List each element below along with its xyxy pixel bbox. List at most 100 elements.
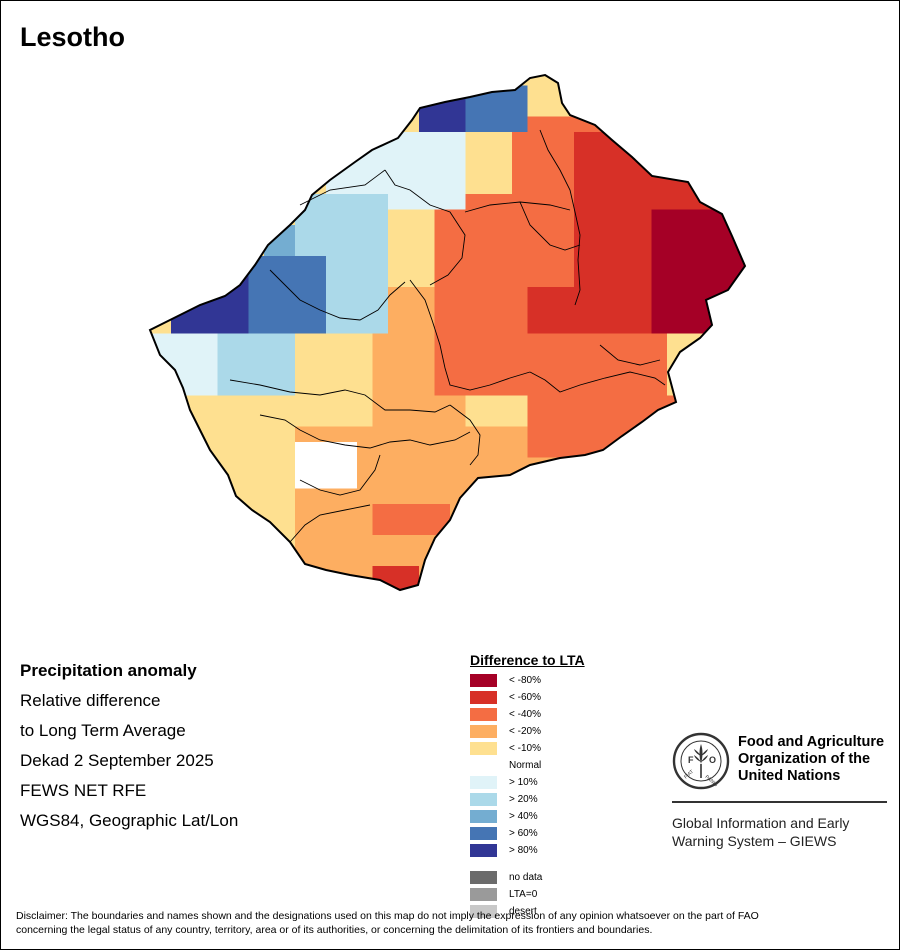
raster-cell [186,101,203,117]
raster-cell [403,75,420,86]
raster-cell [279,132,296,148]
raster-cell [481,256,497,272]
raster-cell [372,101,389,117]
raster-cell [202,550,218,567]
raster-cell [636,473,652,489]
raster-cell [605,271,621,288]
raster-cell [171,116,187,133]
raster-cell [233,178,249,195]
raster-cell [605,147,621,164]
raster-cell [217,318,234,334]
raster-cell [295,225,311,241]
raster-cell [558,473,575,489]
raster-cell [233,75,249,86]
raster-cell [372,395,389,412]
raster-cell [605,504,621,520]
raster-cell [150,395,156,412]
raster-cell [512,271,528,288]
raster-cell [310,132,327,148]
raster-cell [403,504,420,520]
raster-cell [605,116,621,133]
raster-cell [310,194,327,210]
raster-cell [403,395,420,412]
raster-cell [620,209,637,226]
raster-cell [186,225,203,241]
raster-cell [155,364,172,381]
raster-cell [217,256,234,272]
raster-cell [543,550,559,567]
raster-cell [434,550,451,567]
raster-cell [186,457,203,474]
raster-cell [496,519,513,536]
raster-cell [496,194,513,210]
legend-class-label: > 10% [509,777,538,788]
raster-cell [496,488,513,505]
raster-cell [155,473,172,489]
raster-cell [372,457,389,474]
raster-cell [543,132,559,148]
raster-cell [744,256,745,272]
raster-cell [527,318,544,334]
legend-class-label: Normal [509,760,542,771]
raster-cell [248,271,265,288]
raster-cell [465,178,482,195]
raster-cell [682,566,699,582]
legend-class-swatch [470,759,497,772]
raster-cell [150,426,156,443]
raster-cell [744,504,745,520]
raster-cell [434,302,451,319]
raster-cell [217,194,234,210]
raster-cell [264,132,280,148]
raster-cell [388,302,404,319]
raster-cell [388,256,404,272]
raster-cell [527,581,544,590]
raster-cell [481,395,497,412]
giews-label: Global Information and Early Warning Sys… [672,814,900,850]
raster-cell [217,442,234,458]
raster-cell [465,116,482,133]
legend-extra-label: desert [509,906,537,917]
raster-cell [419,163,435,179]
raster-cell [326,318,342,334]
raster-cell [434,116,451,133]
raster-cell [744,147,745,164]
raster-cell [248,85,265,102]
raster-cell [150,287,156,303]
raster-cell [729,504,745,520]
raster-cell [326,411,342,427]
raster-cell [341,364,358,381]
raster-cell [713,442,730,458]
raster-cell [233,147,249,164]
raster-cell [150,271,156,288]
raster-cell [589,395,606,412]
raster-cell [150,225,156,241]
raster-cell [574,380,590,396]
raster-cell [450,178,466,195]
raster-cell [171,75,187,86]
raster-cell [481,271,497,288]
raster-cell [150,256,156,272]
raster-cell [527,302,544,319]
raster-cell [450,333,466,350]
raster-cell [589,194,606,210]
raster-cell [155,426,172,443]
raster-cell [434,240,451,257]
raster-cell [372,85,389,102]
raster-cell [150,411,156,427]
raster-cell [264,256,280,272]
raster-cell [150,163,156,179]
raster-cell [465,442,482,458]
raster-cell [279,488,296,505]
raster-cell [605,550,621,567]
raster-cell [450,395,466,412]
raster-cell [326,349,342,365]
raster-cell [233,442,249,458]
raster-cell [341,178,358,195]
raster-cell [186,85,203,102]
legend-class-item: > 20% [470,791,585,808]
raster-cell [605,75,621,86]
raster-cell [605,566,621,582]
raster-cell [372,364,389,381]
raster-cell [729,488,745,505]
raster-cell [636,333,652,350]
